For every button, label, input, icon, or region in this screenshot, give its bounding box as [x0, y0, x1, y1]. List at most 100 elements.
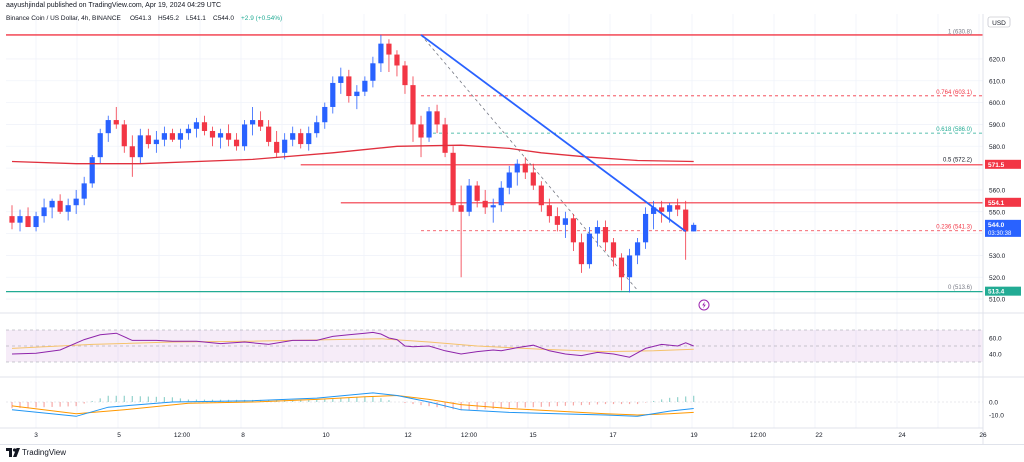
- candle: [209, 126, 216, 147]
- candle: [201, 115, 208, 136]
- fib-labels: 1 (630.8) 0.764 (603.1) 0.618 (586.0) 0.5 (…: [936, 29, 972, 291]
- candle: [274, 130, 280, 158]
- candle: [41, 198, 47, 223]
- macd-signal-line: [11, 394, 694, 416]
- price-chart[interactable]: 1 (630.8) 0.764 (603.1) 0.618 (586.0) 0.5 (…: [0, 0, 1024, 444]
- price-badge: 571.5: [985, 159, 1021, 169]
- price-badge-value: 554.1: [988, 200, 1005, 207]
- chart-grid: [6, 14, 983, 428]
- rsi-line: [11, 331, 694, 358]
- time-tick-label: 15: [529, 432, 537, 439]
- candle-body: [89, 157, 95, 184]
- candlesticks[interactable]: [9, 34, 697, 293]
- rsi-tick-label: 60.0: [989, 336, 1002, 343]
- candle: [65, 198, 71, 221]
- candle-body: [554, 216, 560, 225]
- time-tick-label: 8: [241, 432, 245, 439]
- candle: [578, 233, 585, 273]
- candle-body: [25, 216, 31, 228]
- candle-body: [482, 200, 488, 208]
- candle-body: [346, 76, 352, 97]
- candle: [9, 205, 15, 230]
- candle-body: [378, 43, 384, 64]
- candle: [97, 128, 103, 164]
- candle: [506, 165, 512, 195]
- candle-body: [578, 242, 585, 265]
- candle: [169, 128, 175, 142]
- candle-body: [626, 255, 633, 278]
- candle-body: [97, 133, 103, 158]
- candle-body: [474, 185, 480, 201]
- candle-body: [41, 207, 47, 217]
- candle: [250, 106, 256, 136]
- candle: [354, 85, 360, 110]
- candle-body: [274, 141, 280, 153]
- price-tick-label: 550.0: [989, 209, 1006, 216]
- candle: [161, 126, 167, 147]
- candle-body: [258, 120, 264, 127]
- candle: [266, 120, 272, 147]
- candle-body: [602, 227, 609, 243]
- candle: [105, 115, 111, 142]
- price-tick-label: 600.0: [989, 100, 1006, 107]
- candle-body: [282, 139, 288, 153]
- macd-tick-label: 0.0: [989, 400, 998, 407]
- candle: [514, 159, 520, 186]
- bearish-trendline: [420, 34, 687, 233]
- candle: [394, 50, 400, 77]
- candle: [426, 106, 432, 142]
- price-tick-label: 610.0: [989, 78, 1006, 85]
- candle: [113, 106, 119, 129]
- time-axis[interactable]: 3 5 12:00 8 10 12 12:00 15 17 19 12:00 22 24 26: [0, 427, 987, 439]
- candle: [474, 181, 480, 208]
- candle-body: [683, 209, 689, 232]
- candle: [675, 198, 681, 217]
- candle-body: [33, 216, 39, 228]
- candle-body: [330, 82, 336, 107]
- rsi-tick-label: 40.0: [989, 352, 1002, 359]
- candle: [458, 185, 464, 278]
- time-tick-label: 17: [609, 432, 617, 439]
- candle-body: [290, 133, 296, 140]
- candle-body: [177, 133, 184, 140]
- candle-body: [121, 124, 127, 147]
- candle-body: [49, 200, 55, 208]
- candle: [490, 198, 496, 223]
- alert-icon[interactable]: [698, 299, 710, 311]
- candle: [618, 253, 625, 291]
- candle: [378, 34, 384, 73]
- candle: [418, 115, 424, 158]
- candle: [17, 209, 23, 232]
- candle-body: [458, 205, 464, 212]
- candle: [290, 126, 296, 147]
- candle-body: [322, 106, 328, 123]
- candle: [562, 211, 568, 238]
- candle-body: [514, 163, 520, 173]
- candle: [370, 56, 376, 88]
- candle: [610, 237, 617, 267]
- fib-label: 0.236 (541.3): [936, 225, 972, 231]
- price-badge: 544.0 03:30:38: [985, 219, 1021, 237]
- price-axis[interactable]: 620.0 610.0 600.0 590.0 580.0 560.0 550.0 530.0…: [982, 14, 1021, 444]
- candle-body: [618, 257, 625, 278]
- candle-body: [298, 133, 304, 145]
- time-tick-label: 3: [34, 432, 38, 439]
- candle-body: [530, 172, 536, 186]
- candle: [89, 154, 95, 188]
- ohlc-low: L541.1: [186, 15, 206, 22]
- candle: [402, 61, 408, 94]
- candle: [626, 248, 633, 293]
- price-tick-label: 560.0: [989, 187, 1006, 194]
- sma-line: [11, 144, 694, 165]
- candle-body: [394, 54, 400, 66]
- currency-badge[interactable]: USD: [987, 16, 1011, 28]
- header-bar: aayushjindal published on TradingView.co…: [0, 0, 1024, 14]
- candle: [482, 189, 488, 214]
- candle: [73, 189, 79, 214]
- candle: [217, 128, 224, 149]
- price-badge-value: 513.4: [988, 289, 1005, 296]
- candle: [410, 76, 416, 142]
- candle-body: [594, 227, 601, 234]
- candle: [602, 220, 609, 252]
- candle-body: [9, 216, 15, 223]
